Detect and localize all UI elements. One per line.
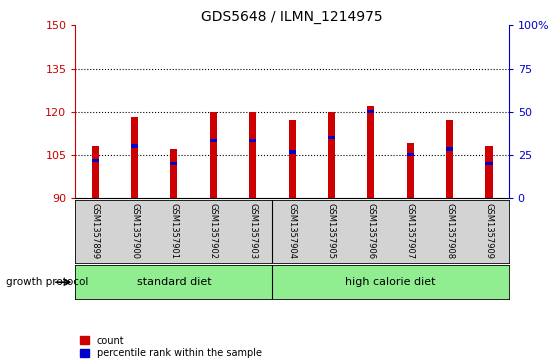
Title: GDS5648 / ILMN_1214975: GDS5648 / ILMN_1214975 [201, 11, 383, 24]
Text: GSM1357901: GSM1357901 [169, 203, 178, 260]
Bar [367, 110, 375, 113]
Text: standard diet: standard diet [136, 277, 211, 287]
Text: GSM1357904: GSM1357904 [287, 203, 297, 260]
Bar [485, 162, 492, 165]
Bar [328, 112, 335, 198]
Bar [249, 112, 256, 198]
Text: GSM1357903: GSM1357903 [248, 203, 257, 260]
Text: GSM1357905: GSM1357905 [327, 203, 336, 260]
Bar [170, 149, 177, 198]
Bar [367, 106, 375, 198]
Bar [407, 143, 414, 198]
Bar [485, 146, 492, 198]
Text: GSM1357900: GSM1357900 [130, 203, 139, 260]
Bar [288, 150, 296, 154]
Bar [170, 162, 177, 165]
Text: growth protocol: growth protocol [6, 277, 88, 287]
Bar [131, 117, 138, 198]
Bar [407, 153, 414, 156]
Bar [328, 136, 335, 139]
Text: GSM1357907: GSM1357907 [406, 203, 415, 260]
Bar [131, 144, 138, 148]
Bar [446, 147, 453, 151]
Text: GSM1357902: GSM1357902 [209, 203, 218, 260]
Bar [210, 139, 217, 142]
Bar [446, 120, 453, 198]
Text: GSM1357899: GSM1357899 [91, 203, 100, 260]
Text: GSM1357909: GSM1357909 [485, 203, 494, 260]
Text: high calorie diet: high calorie diet [345, 277, 436, 287]
Bar [249, 139, 256, 142]
Bar [92, 146, 99, 198]
Bar [288, 120, 296, 198]
Text: GSM1357906: GSM1357906 [366, 203, 375, 260]
Text: GSM1357908: GSM1357908 [445, 203, 454, 260]
Bar [92, 159, 99, 162]
Legend: count, percentile rank within the sample: count, percentile rank within the sample [80, 336, 262, 358]
Bar [210, 112, 217, 198]
